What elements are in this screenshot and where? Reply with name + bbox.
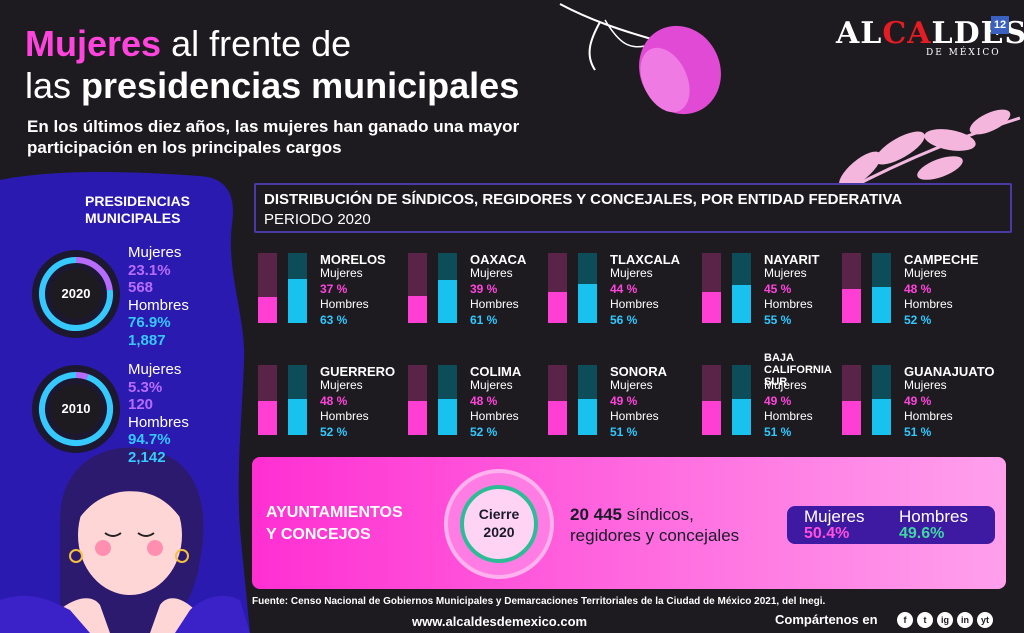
- linkedin-icon[interactable]: in: [957, 612, 973, 628]
- facebook-icon[interactable]: f: [897, 612, 913, 628]
- ayuntamientos-title: AYUNTAMIENTOS Y CONCEJOS: [266, 504, 403, 543]
- share-label: Compártenos en: [775, 612, 878, 627]
- ring-year: 2010: [61, 401, 91, 416]
- woman-illustration: [0, 447, 250, 633]
- flower-icon: [559, 3, 721, 115]
- twitter-icon[interactable]: t: [917, 612, 933, 628]
- instagram-icon[interactable]: ig: [937, 612, 953, 628]
- cierre-badge: Cierre 2020: [444, 469, 554, 579]
- donut-2020: [32, 250, 120, 338]
- hombres-share: 49.6%: [899, 525, 945, 542]
- page-subtitle: En los últimos diez años, las mujeres ha…: [27, 117, 520, 157]
- alcaldes-logo: ALCALDES DE MÉXICO 12: [836, 16, 1024, 60]
- title-bold: presidencias municipales: [81, 65, 520, 106]
- stats-2010: Mujeres 5.3% 120 Hombres 94.7% 2,142: [128, 361, 189, 466]
- page-title-line1: Mujeres al frente de: [25, 24, 351, 64]
- leaf-branch-icon: [809, 109, 1021, 212]
- donut-2010: [32, 365, 120, 453]
- ayuntamientos-count: 20 445 síndicos, regidores y concejales: [570, 505, 740, 545]
- title-text: las: [25, 65, 82, 106]
- logo-badge: 12: [991, 16, 1009, 34]
- website-link[interactable]: www.alcaldesdemexico.com: [412, 614, 588, 629]
- title-highlight: Mujeres: [25, 23, 162, 64]
- title-text: al frente de: [161, 23, 352, 64]
- mujeres-share: 50.4%: [804, 525, 850, 542]
- page-title-line2: las presidencias municipales: [25, 66, 519, 106]
- distribution-title: DISTRIBUCIÓN DE SÍNDICOS, REGIDORES Y CO…: [264, 191, 903, 208]
- ring-2020: 2020: [30, 248, 122, 340]
- ring-2010: 2010: [30, 363, 122, 455]
- ring-year: 2020: [61, 286, 91, 301]
- presidencias-title: PRESIDENCIAS MUNICIPALES: [85, 193, 191, 226]
- mujeres-label: Mujeres: [804, 507, 865, 526]
- ayuntamientos-box: AYUNTAMIENTOS Y CONCEJOS Cierre 2020 20 …: [252, 457, 1006, 589]
- hombres-label: Hombres: [899, 507, 968, 526]
- source-note: Fuente: Censo Nacional de Gobiernos Muni…: [252, 596, 826, 607]
- youtube-icon[interactable]: yt: [977, 612, 993, 628]
- gender-share-pill: Mujeres Hombres 50.4% 49.6%: [787, 506, 995, 544]
- logo-subtitle: DE MÉXICO: [926, 48, 1001, 58]
- distribution-period: PERIODO 2020: [264, 211, 371, 228]
- stats-2020: Mujeres 23.1% 568 Hombres 76.9% 1,887: [128, 244, 189, 349]
- distribution-header: DISTRIBUCIÓN DE SÍNDICOS, REGIDORES Y CO…: [254, 183, 1012, 233]
